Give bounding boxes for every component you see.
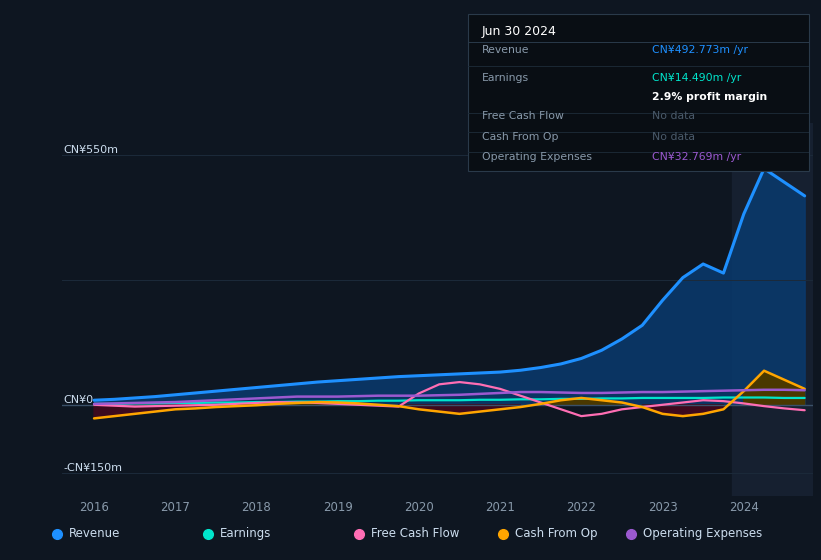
Bar: [732, 123, 813, 496]
Text: CN¥550m: CN¥550m: [63, 145, 118, 155]
Text: Revenue: Revenue: [482, 45, 529, 55]
Text: Cash From Op: Cash From Op: [482, 132, 558, 142]
Text: CN¥14.490m /yr: CN¥14.490m /yr: [652, 73, 741, 83]
Text: Operating Expenses: Operating Expenses: [482, 152, 592, 162]
Text: -CN¥150m: -CN¥150m: [63, 463, 122, 473]
Text: Free Cash Flow: Free Cash Flow: [482, 111, 563, 121]
Text: Earnings: Earnings: [482, 73, 529, 83]
Text: No data: No data: [652, 132, 695, 142]
Text: CN¥492.773m /yr: CN¥492.773m /yr: [652, 45, 748, 55]
Text: No data: No data: [652, 111, 695, 121]
Text: Revenue: Revenue: [69, 528, 121, 540]
Text: CN¥0: CN¥0: [63, 395, 94, 405]
Text: Jun 30 2024: Jun 30 2024: [482, 25, 557, 38]
Text: Earnings: Earnings: [220, 528, 272, 540]
Text: 2.9% profit margin: 2.9% profit margin: [652, 92, 767, 102]
Text: Operating Expenses: Operating Expenses: [643, 528, 763, 540]
Text: Cash From Op: Cash From Op: [515, 528, 597, 540]
Text: CN¥32.769m /yr: CN¥32.769m /yr: [652, 152, 741, 162]
Text: Free Cash Flow: Free Cash Flow: [371, 528, 460, 540]
FancyBboxPatch shape: [468, 14, 809, 171]
